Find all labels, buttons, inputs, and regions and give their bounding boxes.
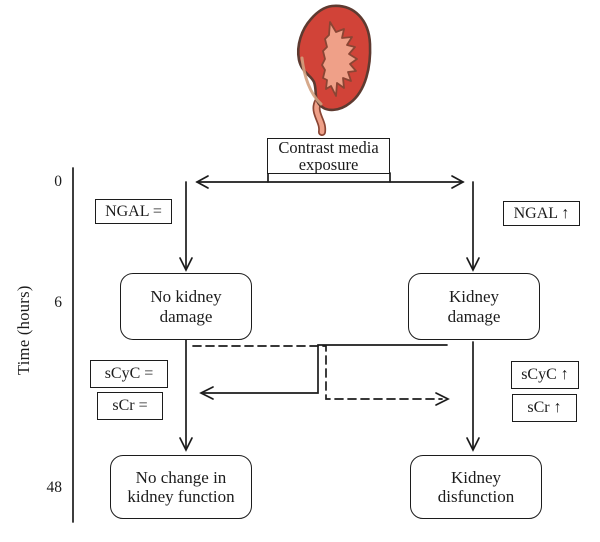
axis-tick-48: 48: [46, 479, 63, 496]
node-no-change-kidney-function: No change in kidney function: [110, 455, 252, 519]
arrow-right-down-1: [466, 181, 480, 272]
arrow-left-down-2: [179, 339, 193, 452]
label-scr-elevated: sCr ↑: [512, 394, 577, 422]
node-no-kidney-damage: No kidney damage: [120, 273, 252, 340]
label-scr-normal: sCr =: [97, 392, 163, 420]
label-ngal-elevated: NGAL ↑: [503, 201, 580, 226]
label-scyc-normal: sCyC =: [90, 360, 168, 388]
node-kidney-disfunction: Kidney disfunction: [410, 455, 542, 519]
crossover-dashed-arrow: [192, 345, 450, 406]
kidney-icon: [296, 4, 372, 136]
label-ngal-normal: NGAL =: [95, 199, 172, 224]
axis-tick-6: 6: [54, 294, 62, 311]
node-kidney-damage: Kidney damage: [408, 273, 540, 340]
time-axis-label: Time (hours): [14, 285, 33, 375]
axis-tick-0: 0: [54, 173, 62, 190]
exposure-branch-arrows: [195, 172, 465, 189]
arrow-right-down-2: [466, 341, 480, 452]
label-scyc-elevated: sCyC ↑: [511, 361, 579, 389]
arrow-left-down-1: [179, 181, 193, 272]
crossover-solid-arrow: [199, 344, 448, 400]
node-contrast-exposure: Contrast media exposure: [267, 138, 390, 174]
